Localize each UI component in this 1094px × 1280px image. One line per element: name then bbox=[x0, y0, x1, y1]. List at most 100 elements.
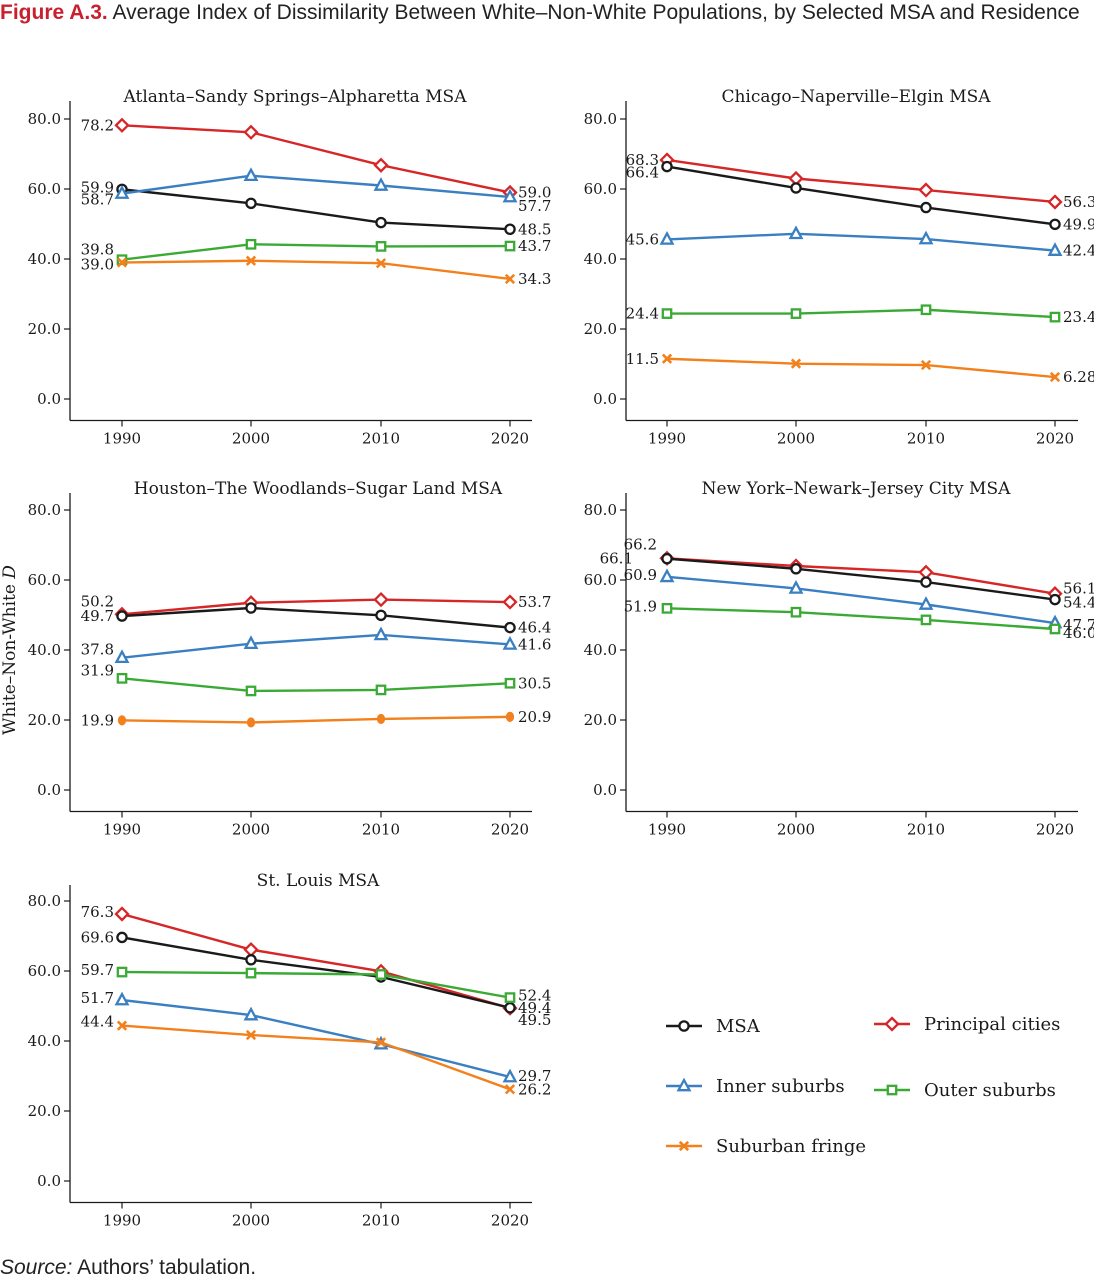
y-axis-label-main: White–Non-White bbox=[0, 584, 20, 735]
data-label: 31.9 bbox=[81, 661, 114, 679]
data-label: 59.0 bbox=[518, 184, 551, 202]
series-line bbox=[121, 633, 511, 659]
data-point bbox=[245, 255, 257, 266]
series-inner-suburbs: 58.7 57.7 bbox=[81, 167, 551, 215]
chart-title: New York–Newark–Jersey City MSA bbox=[702, 479, 1011, 499]
series-outer-suburbs: 31.9 30.5 bbox=[81, 661, 551, 697]
series-line bbox=[121, 259, 511, 281]
data-label: 43.7 bbox=[518, 237, 551, 255]
data-label: 59.9 bbox=[81, 178, 114, 196]
data-label: 42.4 bbox=[1063, 242, 1094, 260]
x-tick-label: 2000 bbox=[232, 1212, 270, 1230]
data-point bbox=[504, 992, 516, 1003]
data-label: 57.7 bbox=[518, 197, 551, 215]
series-line bbox=[121, 677, 511, 693]
data-label: 46.0 bbox=[1063, 624, 1094, 642]
data-point bbox=[504, 273, 516, 285]
series-line bbox=[666, 357, 1056, 379]
series-inner-suburbs: 37.8 41.6 bbox=[81, 626, 551, 664]
chart-panel-new-york-newark-jersey-city-msa: New York–Newark–Jersey City MSA 0.0 20.0 40… bbox=[584, 479, 1094, 839]
y-tick-label: 0.0 bbox=[37, 390, 61, 408]
data-label: 24.4 bbox=[626, 305, 659, 323]
data-point bbox=[375, 1037, 387, 1048]
data-point bbox=[504, 1084, 516, 1095]
data-point bbox=[245, 1029, 257, 1041]
data-label: 6.28 bbox=[1063, 368, 1094, 386]
y-tick-label: 80.0 bbox=[28, 501, 61, 519]
data-label: 56.3 bbox=[1063, 193, 1094, 211]
legend-marker bbox=[678, 1020, 690, 1032]
series-line bbox=[121, 606, 511, 629]
data-label: 49.4 bbox=[518, 999, 551, 1017]
data-point bbox=[245, 954, 257, 966]
y-tick-label: 20.0 bbox=[584, 320, 617, 338]
x-tick-label: 2010 bbox=[907, 821, 945, 839]
legend-marker bbox=[676, 1077, 692, 1092]
series-principal-cities: 68.3 56.3 bbox=[626, 151, 1094, 211]
x-tick-label: 2020 bbox=[1036, 430, 1074, 448]
x-tick-label: 2010 bbox=[907, 430, 945, 448]
data-point bbox=[375, 609, 387, 622]
chart-title: St. Louis MSA bbox=[257, 871, 380, 891]
data-point bbox=[661, 308, 673, 319]
x-tick-label: 1990 bbox=[103, 430, 141, 448]
x-tick-label: 2010 bbox=[362, 430, 400, 448]
source-label: Source: bbox=[0, 1256, 73, 1279]
data-point bbox=[505, 711, 515, 722]
data-point bbox=[245, 685, 257, 697]
data-label: 39.0 bbox=[81, 256, 114, 274]
series-line bbox=[121, 124, 511, 194]
data-label: 52.4 bbox=[518, 987, 551, 1005]
legend: MSA Principal cities Inner suburbs Outer su… bbox=[666, 1014, 1060, 1157]
y-tick-label: 60.0 bbox=[28, 571, 61, 589]
data-point bbox=[920, 614, 932, 626]
data-point bbox=[375, 241, 387, 252]
y-tick-label: 60.0 bbox=[584, 571, 617, 589]
data-point bbox=[116, 1020, 128, 1031]
data-point bbox=[116, 610, 128, 622]
data-point bbox=[376, 713, 386, 725]
data-point bbox=[790, 563, 802, 575]
data-label: 34.3 bbox=[518, 270, 551, 288]
data-point bbox=[114, 649, 130, 664]
data-label: 47.7 bbox=[1063, 616, 1094, 634]
x-tick-label: 2010 bbox=[362, 821, 400, 839]
data-label: 20.9 bbox=[518, 708, 551, 726]
y-tick-label: 0.0 bbox=[593, 390, 617, 408]
figure-title-text: Average Index of Dissimilarity Between W… bbox=[112, 1, 1080, 24]
data-label: 41.6 bbox=[518, 635, 551, 653]
y-tick-label: 20.0 bbox=[28, 711, 61, 729]
legend-label: MSA bbox=[716, 1016, 761, 1037]
series-outer-suburbs: 24.4 23.4 bbox=[626, 304, 1094, 326]
data-label: 53.7 bbox=[518, 593, 551, 611]
chart-panel-st-louis-msa: St. Louis MSA 0.0 20.0 40.0 60.0 80.0 1990 2000… bbox=[28, 871, 552, 1230]
chart-title: Chicago–Naperville–Elgin MSA bbox=[721, 87, 991, 107]
legend-marker bbox=[884, 1016, 900, 1032]
data-point bbox=[116, 673, 128, 684]
chart-panels: Atlanta–Sandy Springs–Alpharetta MSA 0.0 2… bbox=[28, 87, 1094, 1230]
series-line bbox=[666, 158, 1056, 204]
legend-marker bbox=[886, 1084, 898, 1096]
legend-item-outer-suburbs: Outer suburbs bbox=[874, 1080, 1056, 1101]
data-label: 39.8 bbox=[81, 241, 114, 259]
legend-marker bbox=[678, 1140, 690, 1152]
data-label: 60.9 bbox=[624, 566, 657, 584]
y-tick-label: 60.0 bbox=[28, 180, 61, 198]
data-point bbox=[1049, 593, 1061, 606]
data-label: 23.4 bbox=[1063, 308, 1094, 326]
data-point bbox=[790, 308, 802, 319]
data-point bbox=[661, 353, 673, 364]
data-point bbox=[661, 552, 673, 565]
data-point bbox=[116, 966, 128, 978]
data-point bbox=[375, 684, 387, 696]
data-point bbox=[245, 967, 257, 979]
data-point bbox=[918, 182, 934, 198]
series-line bbox=[121, 715, 511, 724]
series-msa: 66.1 54.4 bbox=[600, 550, 1094, 612]
data-point bbox=[375, 216, 387, 229]
data-point bbox=[373, 626, 389, 641]
data-point bbox=[661, 160, 673, 173]
data-label: 69.6 bbox=[81, 928, 114, 946]
data-label: 11.5 bbox=[626, 350, 659, 368]
data-point bbox=[1049, 623, 1061, 635]
